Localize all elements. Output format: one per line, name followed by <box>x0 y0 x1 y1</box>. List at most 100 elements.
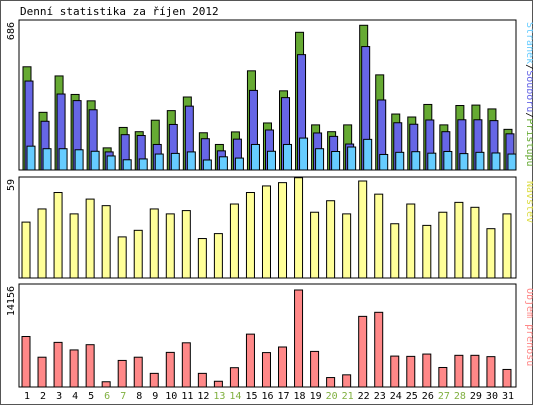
day-label: 25 <box>406 391 418 402</box>
day-label: 24 <box>390 391 402 402</box>
bar-navstevy <box>422 224 432 279</box>
bar-prenos <box>213 380 223 388</box>
bar-prenos <box>358 315 368 388</box>
bar-navstevy <box>358 180 368 279</box>
navstevy-max-label: 59 <box>6 179 17 191</box>
bar-navstevy <box>21 221 31 279</box>
bar-prenos <box>133 356 143 388</box>
bar-navstevy <box>294 177 304 279</box>
bar-stranek <box>379 153 389 171</box>
bar-stranek <box>266 150 276 171</box>
bar-stranek <box>283 143 293 171</box>
bar-prenos <box>374 311 384 388</box>
bar-prenos <box>278 346 288 388</box>
day-label: 28 <box>454 391 466 402</box>
day-label: 14 <box>229 391 241 402</box>
day-label: 12 <box>197 391 209 402</box>
chart-title: Denní statistika za říjen 2012 <box>20 5 219 18</box>
bar-navstevy <box>229 203 239 279</box>
bar-navstevy <box>181 210 191 279</box>
bar-navstevy <box>117 236 127 279</box>
bar-stranek <box>331 150 341 171</box>
bar-prenos <box>326 377 336 388</box>
bar-stranek <box>475 151 485 171</box>
day-label: 17 <box>278 391 290 402</box>
bar-navstevy <box>213 233 223 279</box>
day-label: 9 <box>152 391 158 402</box>
bar-navstevy <box>37 208 47 279</box>
bar-navstevy <box>374 193 384 279</box>
legend-separator: / <box>524 64 533 70</box>
bar-navstevy <box>53 192 63 279</box>
bar-prenos <box>21 336 31 388</box>
bar-prenos <box>502 368 512 388</box>
bar-navstevy <box>149 208 159 279</box>
day-label: 27 <box>438 391 450 402</box>
day-label: 31 <box>502 391 514 402</box>
bar-navstevy <box>390 223 400 279</box>
day-label: 13 <box>213 391 225 402</box>
bar-navstevy <box>101 205 111 279</box>
legend-pristupy: Stránek/Souborů/Přístupů <box>524 22 533 167</box>
bar-prenos <box>245 333 255 388</box>
prenos-max-label: 14156 <box>6 286 17 316</box>
bar-prenos <box>165 351 175 388</box>
bar-navstevy <box>133 229 143 279</box>
bar-stranek <box>363 138 373 171</box>
bar-prenos <box>229 367 239 388</box>
day-label: 21 <box>342 391 354 402</box>
day-label: 19 <box>310 391 322 402</box>
bar-prenos <box>197 372 207 388</box>
bar-stranek <box>154 153 164 171</box>
day-label: 30 <box>486 391 498 402</box>
bar-prenos <box>261 352 271 388</box>
bar-stranek <box>427 152 437 171</box>
bar-stranek <box>58 148 68 171</box>
bar-stranek <box>170 152 180 171</box>
legend-separator: / <box>524 112 533 118</box>
bar-stranek <box>507 153 517 171</box>
bar-stranek <box>186 151 196 171</box>
bar-stranek <box>395 151 405 171</box>
day-label: 2 <box>40 391 46 402</box>
day-label: 29 <box>470 391 482 402</box>
prenos-panel: 14156 Objem přenosu <box>6 283 533 388</box>
bar-stranek <box>42 148 52 171</box>
bar-prenos <box>454 354 464 388</box>
bar-navstevy <box>502 213 512 279</box>
navstevy-panel: 59 Návštěv <box>6 176 533 279</box>
day-label: 16 <box>261 391 273 402</box>
day-label: 20 <box>326 391 338 402</box>
bar-prenos <box>342 374 352 388</box>
bar-stranek <box>90 150 100 171</box>
bar-prenos <box>310 350 320 388</box>
bar-navstevy <box>261 185 271 279</box>
day-label: 3 <box>56 391 62 402</box>
bar-prenos <box>390 355 400 388</box>
bar-stranek <box>411 151 421 171</box>
day-label: 4 <box>72 391 78 402</box>
bar-stranek <box>315 148 325 171</box>
bar-stranek <box>299 137 309 171</box>
bar-navstevy <box>85 198 95 279</box>
day-label: 22 <box>358 391 370 402</box>
bar-prenos <box>53 341 63 388</box>
bar-stranek <box>202 159 212 171</box>
bar-prenos <box>486 356 496 388</box>
bar-stranek <box>347 146 357 171</box>
bar-stranek <box>122 159 132 171</box>
legend-item: Souborů <box>524 70 533 112</box>
bar-prenos <box>117 359 127 388</box>
bar-navstevy <box>438 211 448 279</box>
legend-item: Přístupů <box>524 118 533 166</box>
bar-navstevy <box>69 213 79 279</box>
bar-stranek <box>26 145 36 171</box>
legend-prenos: Objem přenosu <box>524 288 533 366</box>
day-label: 5 <box>88 391 94 402</box>
bar-navstevy <box>278 182 288 279</box>
bar-stranek <box>250 143 260 171</box>
bar-prenos <box>101 381 111 388</box>
